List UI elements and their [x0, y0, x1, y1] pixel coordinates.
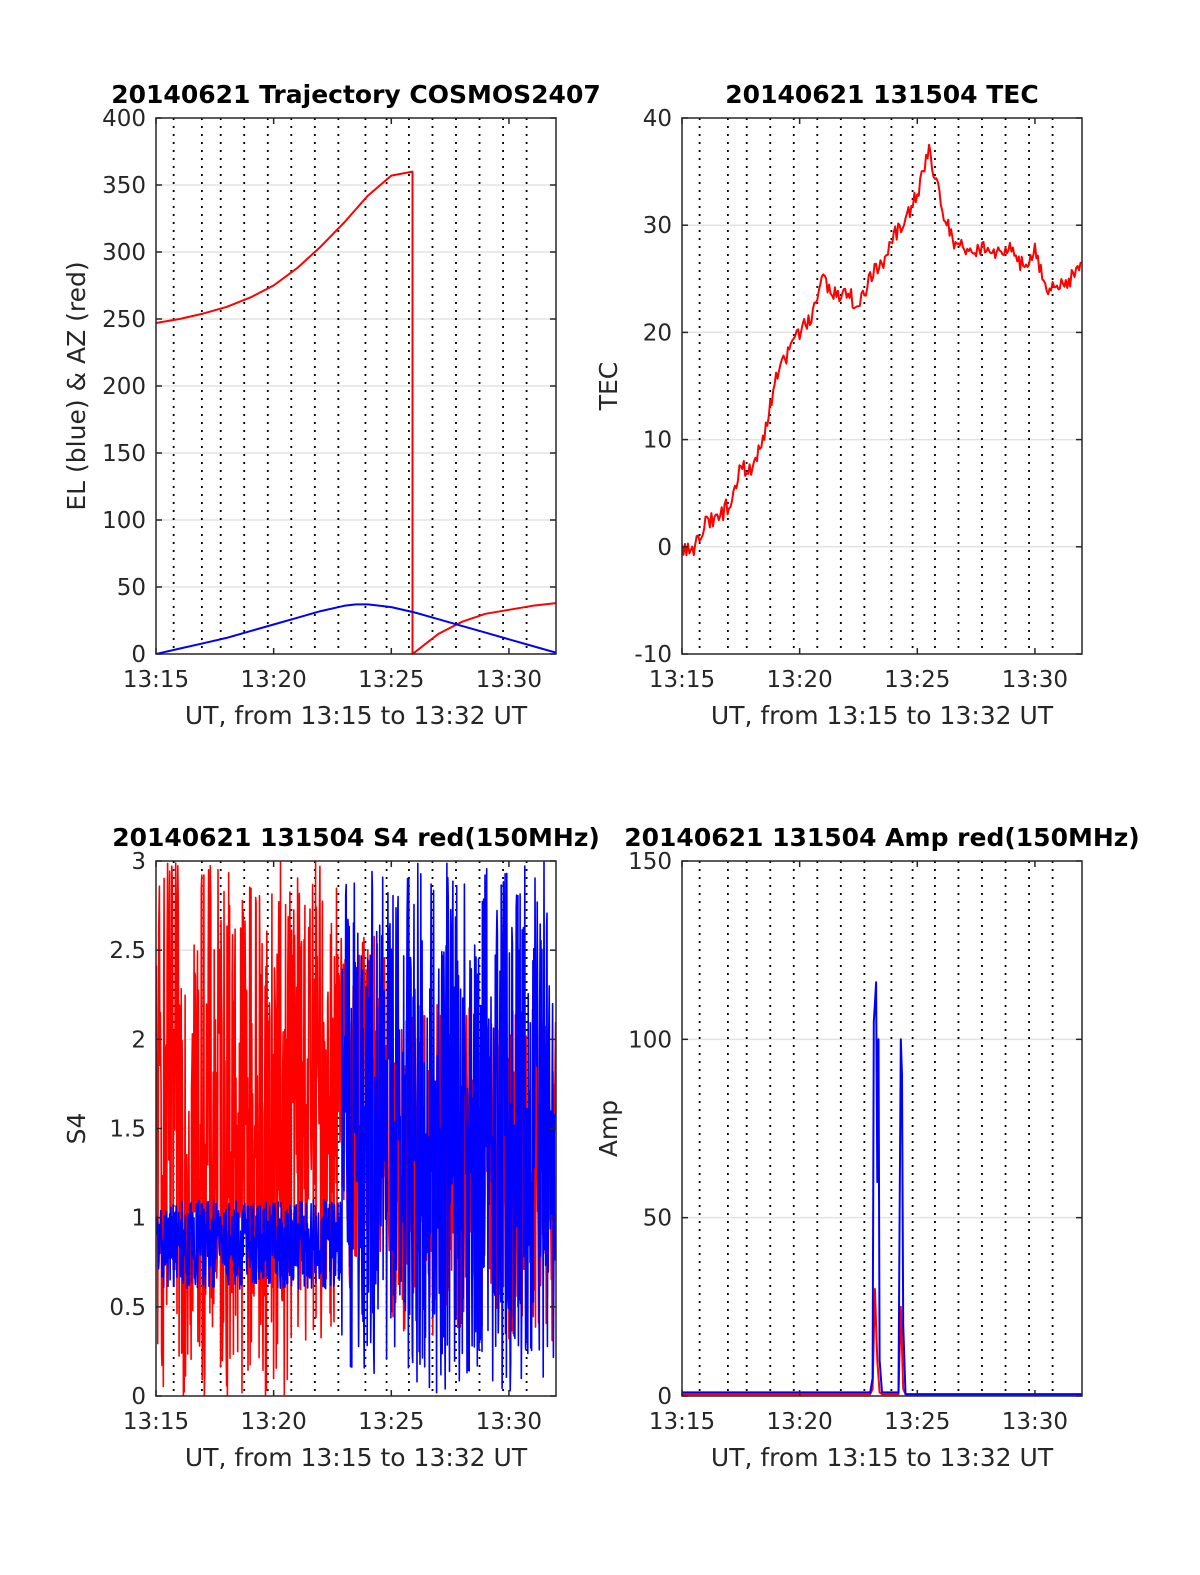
y-tick-label: 3 [131, 849, 146, 875]
chart-amp: 0 50 100 150 13:15 13:20 13:25 13:30 20140621 13… [594, 823, 1140, 1472]
x-tick-label: 13:20 [240, 1409, 306, 1435]
x-axis-label: UT, from 13:15 to 13:32 UT [711, 701, 1054, 730]
x-tick-label: 13:20 [240, 667, 306, 693]
y-tick-label: 200 [102, 374, 146, 400]
chart-trajectory: 0 50 100 150 200 250 300 350 400 13:15 13:20 13:25 1… [62, 80, 601, 730]
y-tick-label: 250 [102, 307, 146, 333]
y-tick-label: 0 [657, 1384, 672, 1410]
y-tick-label: 350 [102, 173, 146, 199]
y-axis-label: Amp [594, 1100, 623, 1157]
axes-box [681, 860, 1083, 1397]
y-tick-label: 30 [643, 213, 672, 239]
x-tick-label: 13:25 [884, 1409, 950, 1435]
y-tick-label: 2.5 [109, 938, 146, 964]
y-tick-label: 1 [131, 1206, 146, 1232]
y-tick-label: 300 [102, 240, 146, 266]
x-tick-label: 13:30 [1002, 1409, 1068, 1435]
x-tick-label: 13:25 [358, 667, 424, 693]
x-tick-label: 13:25 [358, 1409, 424, 1435]
y-tick-label: 20 [643, 320, 672, 346]
y-tick-label: -10 [634, 642, 672, 668]
data-layer [682, 981, 1082, 1396]
data-layer [156, 861, 556, 1396]
chart-title: 20140621 131504 S4 red(150MHz) [112, 823, 600, 852]
y-tick-label: 50 [117, 575, 146, 601]
chart-tec: -10 0 10 20 30 40 13:15 13:20 13:25 13:30 20140621… [594, 80, 1083, 730]
y-tick-label: 10 [643, 428, 672, 454]
x-tick-label: 13:30 [1002, 667, 1068, 693]
chart-title: 20140621 Trajectory COSMOS2407 [111, 80, 601, 109]
data-layer [682, 143, 1082, 557]
y-tick-label: 1.5 [109, 1117, 146, 1143]
y-tick-label: 150 [102, 441, 146, 467]
y-tick-label: 0 [131, 1384, 146, 1410]
y-tick-label: 100 [628, 1027, 672, 1053]
series-line-red [682, 1288, 1082, 1396]
y-tick-label: 40 [643, 106, 672, 132]
y-tick-label: 0 [657, 535, 672, 561]
axes-box [681, 117, 1083, 655]
y-tick-label: 100 [102, 508, 146, 534]
chart-s4: 0 0.5 1 1.5 2 2.5 3 13:15 13:20 13:25 13:30 2014062… [62, 823, 600, 1472]
data-layer [156, 170, 556, 654]
x-axis-label: UT, from 13:15 to 13:32 UT [185, 1443, 528, 1472]
x-tick-label: 13:30 [476, 1409, 542, 1435]
y-axis-label: TEC [594, 362, 623, 412]
series-line-blue [156, 861, 556, 1394]
y-axis-label: S4 [62, 1113, 91, 1145]
plot-area [682, 118, 1082, 654]
series-line-red [682, 143, 1082, 557]
series-line-blue [682, 981, 1082, 1396]
y-tick-label: 150 [628, 849, 672, 875]
chart-title: 20140621 131504 Amp red(150MHz) [624, 823, 1140, 852]
series-line-red [156, 170, 556, 654]
x-tick-label: 13:30 [476, 667, 542, 693]
y-tick-label: 400 [102, 106, 146, 132]
y-tick-label: 2 [131, 1027, 146, 1053]
plot-area [682, 861, 1082, 1396]
y-axis-label: EL (blue) & AZ (red) [62, 261, 91, 510]
x-tick-label: 13:20 [766, 667, 832, 693]
x-tick-label: 13:20 [766, 1409, 832, 1435]
y-tick-label: 0 [131, 642, 146, 668]
x-tick-label: 13:15 [649, 1409, 715, 1435]
chart-title: 20140621 131504 TEC [725, 80, 1038, 109]
x-tick-label: 13:25 [884, 667, 950, 693]
series-line-blue [156, 603, 556, 654]
x-axis-label: UT, from 13:15 to 13:32 UT [711, 1443, 1054, 1472]
x-tick-label: 13:15 [649, 667, 715, 693]
x-tick-label: 13:15 [123, 667, 189, 693]
y-tick-label: 50 [643, 1206, 672, 1232]
x-axis-label: UT, from 13:15 to 13:32 UT [185, 701, 528, 730]
y-tick-label: 0.5 [109, 1295, 146, 1321]
x-tick-label: 13:15 [123, 1409, 189, 1435]
